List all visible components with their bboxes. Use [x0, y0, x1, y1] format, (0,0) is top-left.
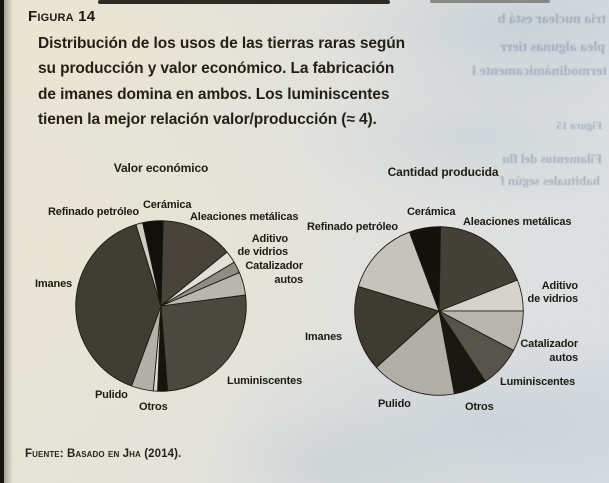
- label-aleaciones-metalicas: Aleaciones metálicas: [463, 216, 572, 228]
- bleedthrough-text: tria nuclear está b: [497, 12, 606, 27]
- bleedthrough-text: plea algunas tierr: [500, 40, 605, 55]
- label-refinado-petroleo: Refinado petróleo: [48, 206, 139, 218]
- bleedthrough-text: Figura 15: [556, 120, 602, 132]
- label-luminiscentes: Luminiscentes: [227, 375, 303, 387]
- label-catalizador: Catalizador: [245, 260, 303, 272]
- label-catalizador-2: autos: [549, 352, 578, 364]
- label-imanes: Imanes: [35, 278, 73, 290]
- label-ceramica: Cerámica: [407, 206, 456, 218]
- label-refinado-petroleo: Refinado petróleo: [307, 221, 398, 233]
- label-aditivo: Aditivo: [541, 280, 578, 292]
- label-pulido: Pulido: [95, 389, 128, 401]
- label-pulido: Pulido: [378, 398, 411, 410]
- caption-line: su producción y valor económico. La fabr…: [38, 60, 395, 78]
- label-catalizador: Catalizador: [520, 338, 578, 350]
- caption-line: Distribución de los usos de las tierras …: [38, 35, 406, 52]
- page-gutter-shadow: [4, 0, 13, 483]
- scan-edge-mark-2: [430, 0, 550, 3]
- label-catalizador-2: autos: [274, 274, 303, 286]
- label-aditivo-2: de vidrios: [237, 246, 289, 258]
- label-luminiscentes: Luminiscentes: [500, 376, 576, 388]
- caption-line: de imanes domina en ambos. Los luminisce…: [38, 85, 390, 103]
- label-otros: Otros: [139, 401, 168, 413]
- pie-title-cantidad: Cantidad producida: [387, 165, 499, 179]
- scan-edge-mark: [98, 0, 390, 4]
- source-note: Fuente: Basado en Jha (2014).: [25, 448, 182, 460]
- label-otros: Otros: [465, 401, 494, 413]
- caption-line: tienen la mejor relación valor/producció…: [38, 111, 377, 129]
- pie-cantidad: [354, 226, 524, 396]
- pie-title-valor: Valor económico: [113, 161, 209, 175]
- label-aditivo-2: de vidrios: [527, 293, 579, 305]
- label-imanes: Imanes: [305, 331, 343, 343]
- label-ceramica: Cerámica: [143, 199, 192, 211]
- label-aleaciones-metalicas: Aleaciones metálicas: [190, 211, 299, 223]
- label-aditivo: Aditivo: [251, 233, 288, 245]
- figure-label: Figura 14: [28, 8, 96, 25]
- figure-caption: Distribución de los usos de las tierras …: [38, 31, 466, 133]
